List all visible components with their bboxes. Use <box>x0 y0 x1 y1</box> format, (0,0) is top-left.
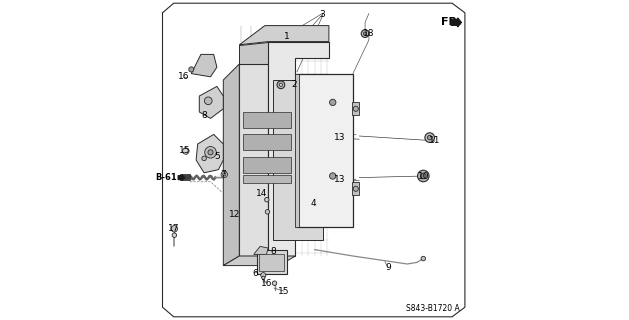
Bar <box>295 74 299 227</box>
Circle shape <box>425 133 435 142</box>
Circle shape <box>262 276 265 279</box>
Circle shape <box>353 186 359 191</box>
Text: B-61: B-61 <box>155 173 177 182</box>
Circle shape <box>204 97 212 105</box>
Circle shape <box>428 135 432 140</box>
Bar <box>180 174 190 180</box>
Circle shape <box>272 281 277 285</box>
FancyArrow shape <box>451 18 462 27</box>
Text: 12: 12 <box>229 210 240 219</box>
Bar <box>259 254 284 271</box>
Bar <box>228 213 235 226</box>
Text: 13: 13 <box>335 175 346 184</box>
Circle shape <box>420 173 426 179</box>
Polygon shape <box>352 182 359 195</box>
Text: 15: 15 <box>179 146 191 155</box>
Text: FR.: FR. <box>441 17 462 28</box>
Bar <box>257 250 287 274</box>
Circle shape <box>364 32 367 35</box>
Bar <box>329 93 337 112</box>
Polygon shape <box>352 102 359 115</box>
Text: 2: 2 <box>291 80 296 89</box>
Text: 16: 16 <box>177 72 189 81</box>
Bar <box>241 112 294 186</box>
Circle shape <box>265 197 269 202</box>
Circle shape <box>189 67 194 72</box>
Circle shape <box>330 99 336 106</box>
Circle shape <box>171 226 177 232</box>
Polygon shape <box>196 134 223 173</box>
Text: 7: 7 <box>220 170 226 179</box>
Polygon shape <box>253 246 268 254</box>
Text: 9: 9 <box>385 263 391 272</box>
Text: 16: 16 <box>261 279 272 288</box>
Bar <box>273 80 323 240</box>
Polygon shape <box>239 26 329 45</box>
Circle shape <box>330 173 336 179</box>
Text: 8: 8 <box>201 111 207 120</box>
Circle shape <box>418 170 429 182</box>
Polygon shape <box>223 256 295 266</box>
Text: 3: 3 <box>320 10 325 19</box>
Bar <box>329 166 337 186</box>
FancyArrow shape <box>178 175 184 180</box>
Circle shape <box>265 210 270 214</box>
Circle shape <box>182 148 189 154</box>
Bar <box>243 134 291 150</box>
Text: 4: 4 <box>310 199 316 208</box>
Bar <box>243 112 291 128</box>
Circle shape <box>361 30 369 37</box>
Circle shape <box>208 150 213 155</box>
Circle shape <box>221 171 228 178</box>
Circle shape <box>421 256 426 261</box>
Bar <box>297 74 353 227</box>
Polygon shape <box>199 86 223 118</box>
Text: 11: 11 <box>429 136 440 145</box>
Bar <box>243 175 291 183</box>
Text: 6: 6 <box>252 269 258 278</box>
Polygon shape <box>191 54 217 77</box>
Circle shape <box>279 83 282 86</box>
Circle shape <box>223 173 226 176</box>
Polygon shape <box>268 42 329 58</box>
Text: 17: 17 <box>168 224 179 233</box>
Circle shape <box>172 233 177 237</box>
Circle shape <box>261 273 266 278</box>
Bar <box>243 157 291 173</box>
Text: 14: 14 <box>256 189 267 198</box>
Circle shape <box>277 81 285 89</box>
Text: 5: 5 <box>214 152 220 161</box>
Text: 1: 1 <box>284 32 290 41</box>
Text: 15: 15 <box>279 287 290 296</box>
Circle shape <box>205 147 216 158</box>
Text: 8: 8 <box>270 247 276 256</box>
Polygon shape <box>268 42 329 256</box>
Text: 13: 13 <box>335 133 346 142</box>
Circle shape <box>353 106 359 111</box>
Text: 18: 18 <box>363 29 375 38</box>
Circle shape <box>202 156 206 161</box>
Text: 10: 10 <box>418 172 429 180</box>
Polygon shape <box>239 42 268 64</box>
Polygon shape <box>223 64 239 266</box>
Text: S843-B1720 A: S843-B1720 A <box>406 304 460 313</box>
Polygon shape <box>239 64 268 256</box>
